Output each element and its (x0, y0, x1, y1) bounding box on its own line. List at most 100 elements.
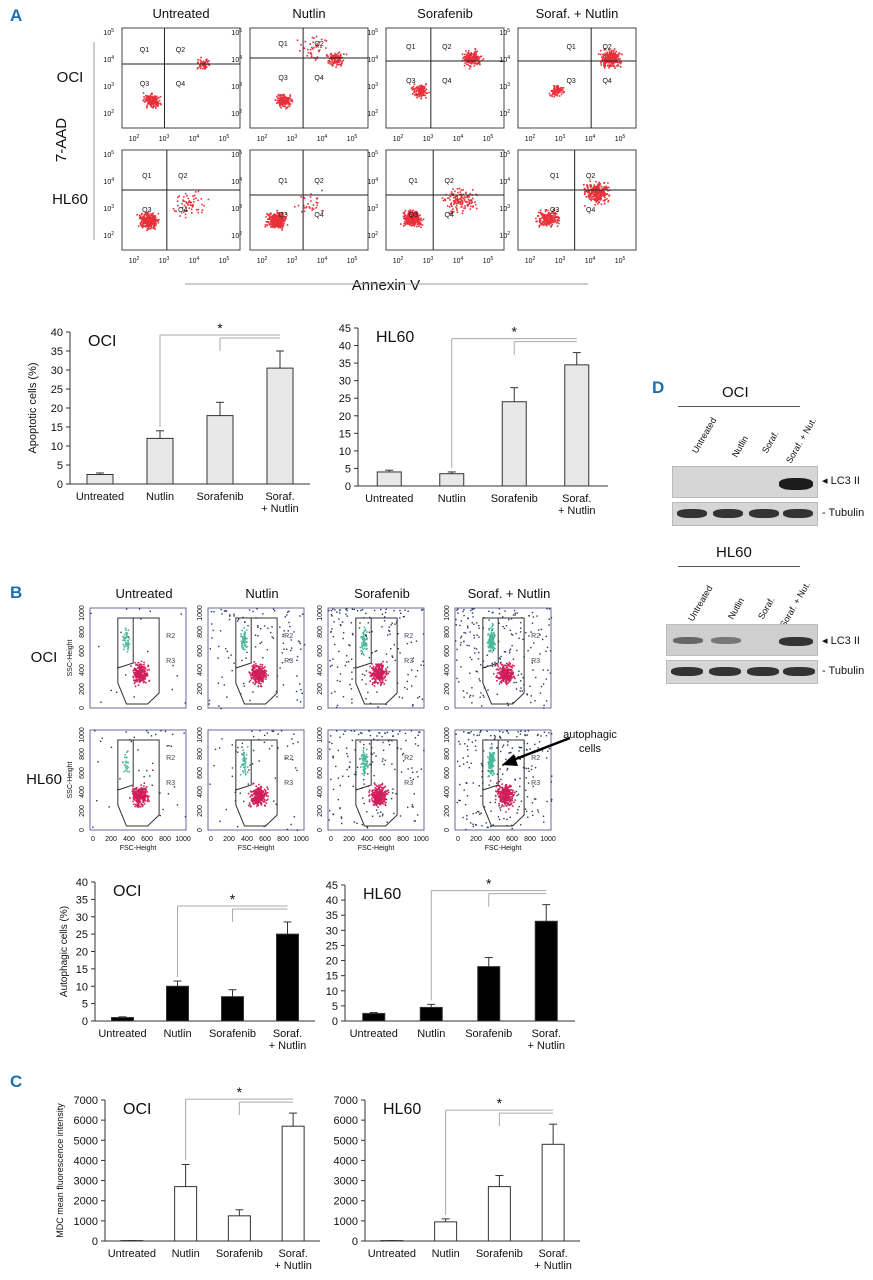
data-point (133, 682, 136, 685)
data-point (611, 55, 614, 58)
data-point (455, 206, 457, 209)
data-point (148, 800, 150, 803)
data-point (348, 644, 350, 646)
plot-frame (121, 149, 241, 251)
data-point (553, 88, 555, 90)
data-point (252, 671, 255, 673)
data-point (142, 225, 145, 228)
data-point (377, 669, 379, 672)
data-point (526, 694, 529, 696)
data-point (259, 675, 262, 678)
data-point (463, 608, 465, 611)
data-point (603, 48, 606, 51)
data-point (379, 674, 382, 677)
data-point (468, 644, 470, 647)
plot-frame (327, 607, 425, 709)
data-point (412, 85, 415, 88)
data-point (273, 226, 276, 229)
gate-label: R3 (166, 658, 175, 665)
data-point (282, 220, 285, 223)
data-point (339, 63, 341, 66)
data-point (248, 609, 251, 611)
data-point (466, 625, 469, 627)
data-point (176, 675, 178, 677)
data-point (160, 730, 162, 732)
data-point (457, 198, 460, 201)
data-point (534, 700, 536, 702)
data-point (145, 222, 147, 225)
data-point (279, 104, 282, 106)
flow-plot: R2R30020020040040060060080080010001000SS… (67, 727, 191, 852)
data-point (271, 221, 274, 223)
data-point (267, 627, 269, 630)
data-point (271, 226, 274, 228)
data-point (132, 669, 135, 672)
data-point (548, 624, 550, 626)
data-point (545, 700, 548, 702)
gate-label: R2 (166, 755, 175, 762)
data-point (505, 681, 508, 683)
data-point (330, 692, 333, 694)
data-point (149, 775, 151, 777)
data-point (315, 201, 318, 204)
data-point (506, 675, 509, 677)
data-point (254, 663, 257, 665)
data-point (260, 685, 263, 688)
data-point (140, 618, 142, 620)
data-point (606, 198, 608, 200)
data-point (137, 670, 140, 673)
data-point (293, 205, 296, 208)
data-point (527, 650, 529, 652)
data-point (511, 664, 514, 667)
data-point (201, 67, 204, 70)
data-point (425, 96, 427, 99)
data-point (415, 212, 418, 214)
y-tick-label: 103 (367, 204, 378, 213)
data-point (413, 91, 415, 94)
data-point (332, 635, 335, 638)
data-point (263, 625, 266, 627)
data-point (351, 702, 353, 704)
data-point (137, 749, 139, 751)
data-point (368, 671, 371, 674)
data-point (138, 790, 141, 793)
data-point (137, 225, 140, 227)
x-tick-label: 102 (525, 256, 536, 265)
data-point (509, 662, 511, 665)
data-point (313, 46, 315, 49)
data-point (296, 699, 298, 701)
data-point (546, 646, 549, 649)
data-point (256, 671, 258, 674)
data-point (474, 652, 476, 654)
y-tick-label: 105 (231, 28, 242, 37)
data-point (544, 218, 546, 220)
data-point (254, 683, 256, 686)
data-point (616, 58, 618, 61)
data-point (593, 198, 596, 200)
data-point (411, 210, 413, 212)
data-point (325, 54, 328, 56)
data-point (476, 63, 479, 66)
data-point (382, 677, 384, 680)
data-point (495, 676, 497, 678)
data-point (463, 631, 465, 634)
data-point (601, 187, 604, 190)
data-point (387, 672, 389, 675)
data-point (586, 185, 589, 187)
data-point (310, 193, 312, 196)
data-point (269, 222, 272, 225)
data-point (316, 202, 319, 204)
data-point (511, 670, 513, 672)
data-point (416, 225, 418, 228)
data-point (555, 88, 558, 91)
data-point (140, 790, 142, 793)
data-point (182, 200, 185, 202)
data-point (244, 648, 246, 651)
data-point (592, 193, 595, 196)
data-point (606, 186, 608, 189)
data-point (303, 197, 306, 200)
data-point (596, 184, 599, 187)
gate-label: R3 (531, 658, 540, 665)
gate-r2 (117, 739, 134, 791)
data-point (510, 678, 512, 680)
